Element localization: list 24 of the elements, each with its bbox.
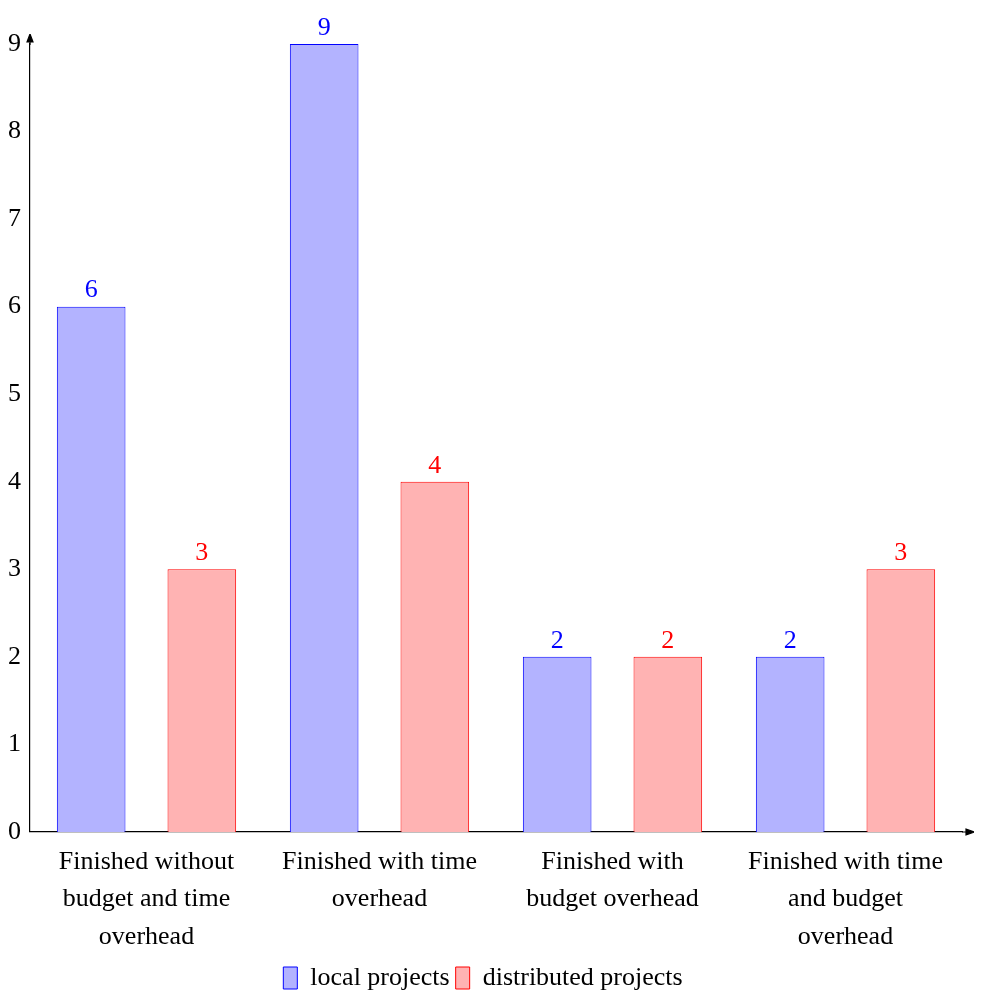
data-label: 4 xyxy=(428,449,442,479)
legend-label: local projects xyxy=(310,961,450,991)
x-tick-label: Finished with time and budget overhead xyxy=(748,845,943,950)
legend-label: distributed projects xyxy=(482,961,683,991)
y-tick-label: 6 xyxy=(8,290,21,320)
y-tick-label: 2 xyxy=(8,640,21,670)
x-tick-label: Finished with budget overhead xyxy=(526,845,699,913)
data-label: 2 xyxy=(550,624,564,654)
y-tick-label: 0 xyxy=(8,815,21,845)
x-tick-label: Finished with time overhead xyxy=(282,845,477,913)
y-tick-label: 8 xyxy=(8,115,21,145)
y-tick-label: 1 xyxy=(8,728,21,758)
data-label: 2 xyxy=(783,624,797,654)
y-tick-label: 3 xyxy=(8,553,21,583)
data-label: 3 xyxy=(195,537,209,567)
y-tick-label: 4 xyxy=(8,465,21,495)
y-tick-label: 5 xyxy=(8,378,21,408)
data-label: 2 xyxy=(661,624,675,654)
y-tick-label: 9 xyxy=(8,27,21,57)
data-label: 6 xyxy=(84,274,98,304)
y-tick-label: 7 xyxy=(8,202,21,232)
data-label: 3 xyxy=(894,537,908,567)
data-label: 9 xyxy=(317,11,331,41)
x-tick-label: Finished without budget and time overhead xyxy=(58,845,236,950)
